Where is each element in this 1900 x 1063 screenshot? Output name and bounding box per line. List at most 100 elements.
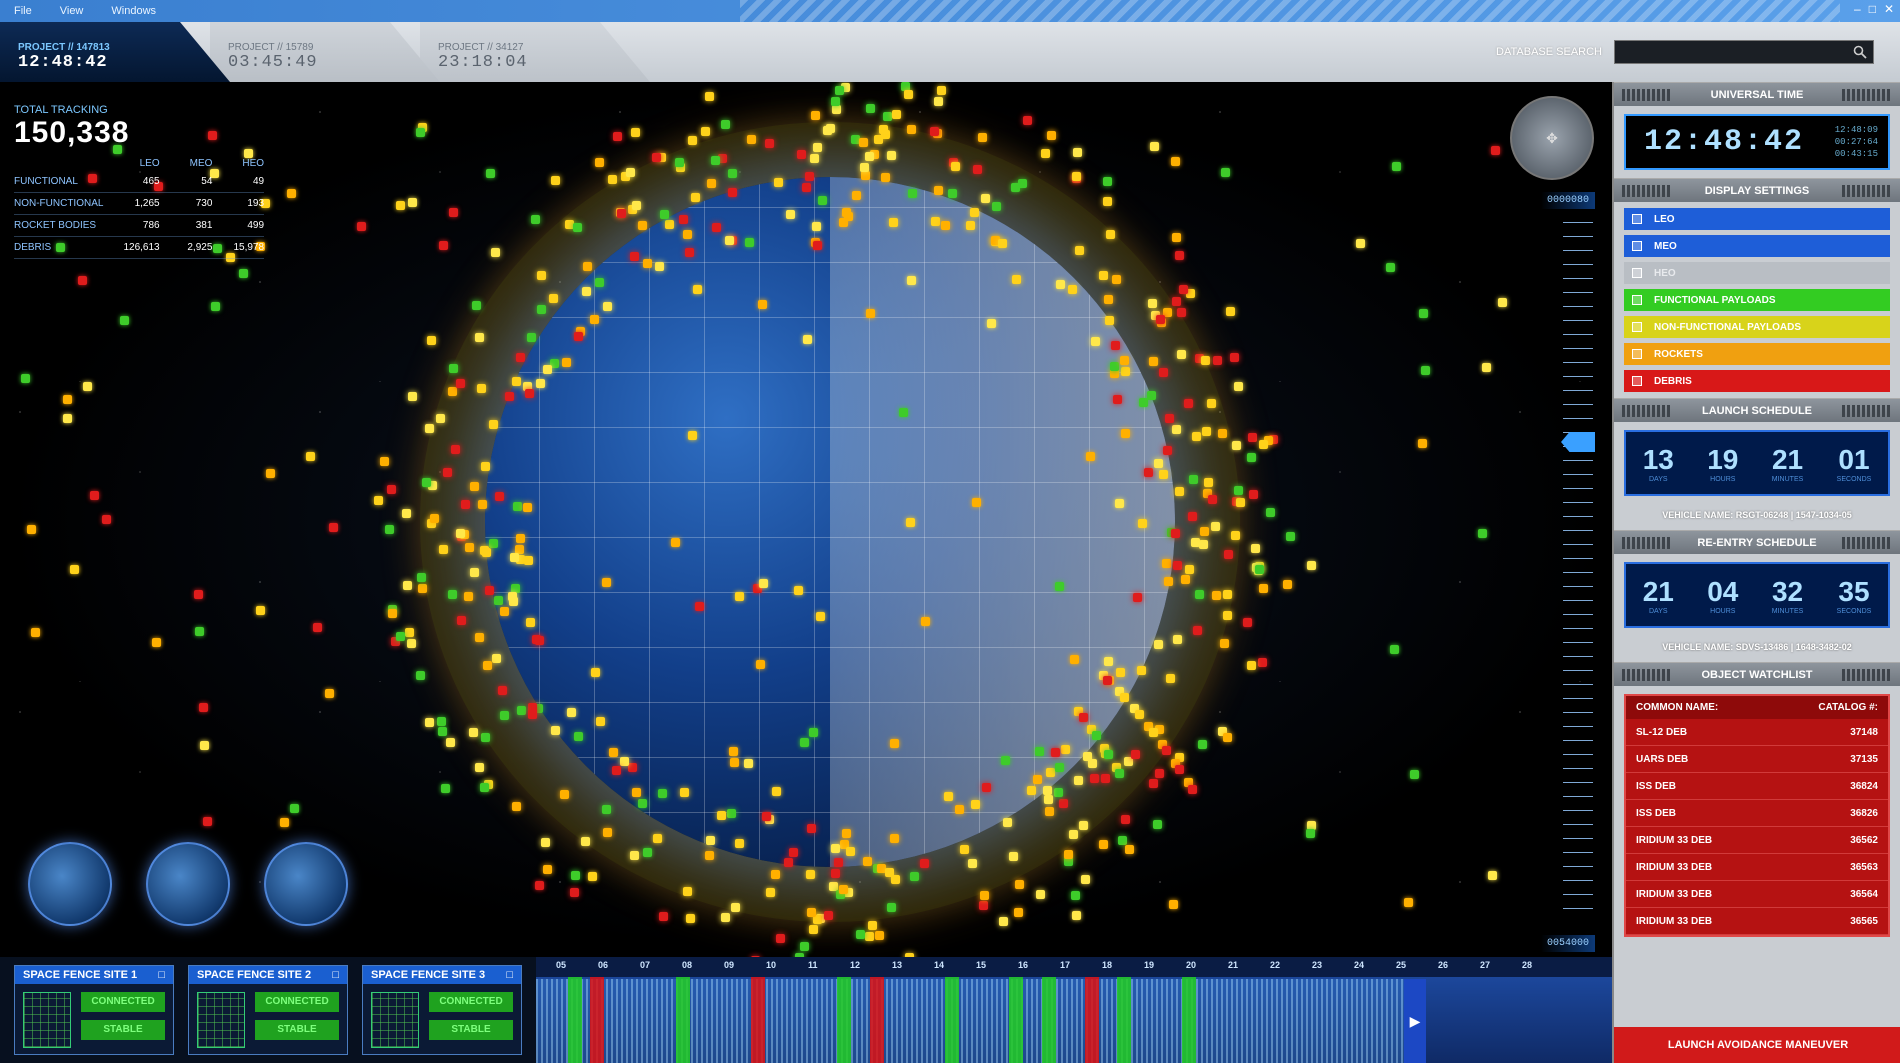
checkbox-icon[interactable] — [1632, 349, 1642, 359]
clock-sub: 00:27:64 — [1834, 137, 1878, 147]
display-setting-functional-payloads[interactable]: FUNCTIONAL PAYLOADS — [1624, 289, 1890, 311]
checkbox-icon[interactable]: □ — [332, 969, 339, 981]
site-name: SPACE FENCE SITE 2 — [197, 969, 312, 981]
tab-project-3[interactable]: PROJECT // 34127 23:18:04 — [420, 22, 650, 82]
tracked-object-marker — [815, 611, 825, 621]
timeline-event-marker[interactable] — [944, 977, 959, 1063]
display-setting-debris[interactable]: DEBRIS — [1624, 370, 1890, 392]
tracked-object-marker — [536, 304, 546, 314]
tracked-object-marker — [559, 789, 569, 799]
tracked-object-marker — [1171, 156, 1181, 166]
minimize-button[interactable]: ‒ — [1854, 2, 1861, 16]
tracked-object-marker — [491, 247, 501, 257]
timeline-event-marker[interactable] — [1084, 977, 1099, 1063]
list-item[interactable]: IRIDIUM 33 DEB 36562 — [1626, 827, 1888, 854]
tracked-object-marker — [653, 833, 663, 843]
tracked-object-marker — [655, 261, 665, 271]
display-setting-non-functional-payloads[interactable]: NON-FUNCTIONAL PAYLOADS — [1624, 316, 1890, 338]
maximize-button[interactable]: □ — [1868, 2, 1876, 16]
navigation-compass-icon[interactable]: ✥ — [1510, 96, 1594, 180]
tracked-object-marker — [898, 408, 908, 418]
timeline-event-marker[interactable] — [837, 977, 852, 1063]
checkbox-icon[interactable] — [1632, 322, 1642, 332]
space-fence-site-3[interactable]: SPACE FENCE SITE 3 □ CONNECTED STABLE — [362, 965, 522, 1055]
tracked-object-marker — [948, 188, 958, 198]
tab-project-2[interactable]: PROJECT // 15789 03:45:49 — [210, 22, 440, 82]
timeline-play-icon[interactable]: ▶ — [1404, 979, 1426, 1063]
database-search-input[interactable] — [1623, 46, 1853, 58]
tracked-object-marker — [1033, 775, 1043, 785]
timeline[interactable]: ▶ 05 06 07 08 09 10 11 12 13 14 15 16 17 18 19 20 21 22 23… — [536, 957, 1612, 1063]
timeline-event-marker[interactable] — [1041, 977, 1056, 1063]
tracked-object-marker — [969, 207, 979, 217]
display-setting-heo[interactable]: HEO — [1624, 262, 1890, 284]
menu-windows[interactable]: Windows — [111, 5, 157, 17]
space-fence-site-1[interactable]: SPACE FENCE SITE 1 □ CONNECTED STABLE — [14, 965, 174, 1055]
tracked-object-marker — [907, 125, 917, 135]
timeline-event-marker[interactable] — [1117, 977, 1132, 1063]
checkbox-icon[interactable] — [1632, 268, 1642, 278]
tracked-object-marker — [1099, 270, 1109, 280]
checkbox-icon[interactable] — [1632, 295, 1642, 305]
tracked-object-marker — [504, 392, 514, 402]
display-setting-meo[interactable]: MEO — [1624, 235, 1890, 257]
tracked-object-marker — [1491, 146, 1501, 156]
tab-project-1[interactable]: PROJECT // 147813 12:48:42 — [0, 22, 230, 82]
display-setting-rockets[interactable]: ROCKETS — [1624, 343, 1890, 365]
list-item[interactable]: IRIDIUM 33 DEB 36564 — [1626, 881, 1888, 908]
tracked-object-marker — [1055, 279, 1065, 289]
tracked-object-marker — [1185, 565, 1195, 575]
display-setting-leo[interactable]: LEO — [1624, 208, 1890, 230]
list-item[interactable]: ISS DEB 36824 — [1626, 773, 1888, 800]
checkbox-icon[interactable]: □ — [158, 969, 165, 981]
tracked-object-marker — [1175, 753, 1185, 763]
menu-file[interactable]: File — [14, 5, 32, 17]
tracked-object-marker — [588, 871, 598, 881]
countdown-value: 04 — [1707, 575, 1739, 607]
launch-avoidance-maneuver-button[interactable]: LAUNCH AVOIDANCE MANEUVER — [1614, 1027, 1900, 1063]
space-fence-site-2[interactable]: SPACE FENCE SITE 2 □ CONNECTED STABLE — [188, 965, 348, 1055]
altitude-scale[interactable]: 0000080 0054000 — [1525, 192, 1595, 952]
list-item[interactable]: UARS DEB 37135 — [1626, 746, 1888, 773]
tracked-object-marker — [1069, 655, 1079, 665]
tracked-object-marker — [151, 637, 161, 647]
menu-view[interactable]: View — [59, 5, 84, 17]
list-item[interactable]: ISS DEB 36826 — [1626, 800, 1888, 827]
timeline-event-marker[interactable] — [1181, 977, 1196, 1063]
tracked-object-marker — [1208, 495, 1218, 505]
mini-globe-view-3[interactable] — [264, 842, 348, 926]
list-item[interactable]: IRIDIUM 33 DEB 36565 — [1626, 908, 1888, 935]
tracked-object-marker — [1082, 752, 1092, 762]
tracked-object-marker — [1138, 519, 1148, 529]
tracked-object-marker — [1098, 839, 1108, 849]
checkbox-icon[interactable] — [1632, 376, 1642, 386]
tracked-object-marker — [601, 804, 611, 814]
timeline-event-marker[interactable] — [568, 977, 583, 1063]
scale-slider-handle[interactable] — [1561, 432, 1595, 452]
checkbox-icon[interactable] — [1632, 241, 1642, 251]
tracked-object-marker — [1242, 618, 1252, 628]
tracked-object-marker — [265, 469, 275, 479]
mini-globe-view-2[interactable] — [146, 842, 230, 926]
list-item[interactable]: SL-12 DEB 37148 — [1626, 719, 1888, 746]
tracked-object-marker — [629, 252, 639, 262]
search-icon[interactable] — [1853, 45, 1867, 59]
tracked-object-marker — [1123, 757, 1133, 767]
checkbox-icon[interactable] — [1632, 214, 1642, 224]
checkbox-icon[interactable]: □ — [506, 969, 513, 981]
tracked-object-marker — [120, 315, 130, 325]
tab-time: 23:18:04 — [438, 53, 528, 72]
timeline-event-marker[interactable] — [675, 977, 690, 1063]
timeline-event-marker[interactable] — [751, 977, 766, 1063]
close-button[interactable]: ✕ — [1883, 2, 1894, 16]
tracked-object-marker — [438, 727, 448, 737]
timeline-event-marker[interactable] — [589, 977, 604, 1063]
list-item[interactable]: IRIDIUM 33 DEB 36563 — [1626, 854, 1888, 881]
tracked-object-marker — [1163, 576, 1173, 586]
mini-globe-view-1[interactable] — [28, 842, 112, 926]
tracked-object-marker — [203, 816, 213, 826]
timeline-event-marker[interactable] — [869, 977, 884, 1063]
timeline-event-marker[interactable] — [1009, 977, 1024, 1063]
tracked-object-marker — [405, 627, 414, 637]
orbital-view[interactable]: TOTAL TRACKING 150,338 LEO MEO HEO FUNCT… — [0, 82, 1612, 957]
